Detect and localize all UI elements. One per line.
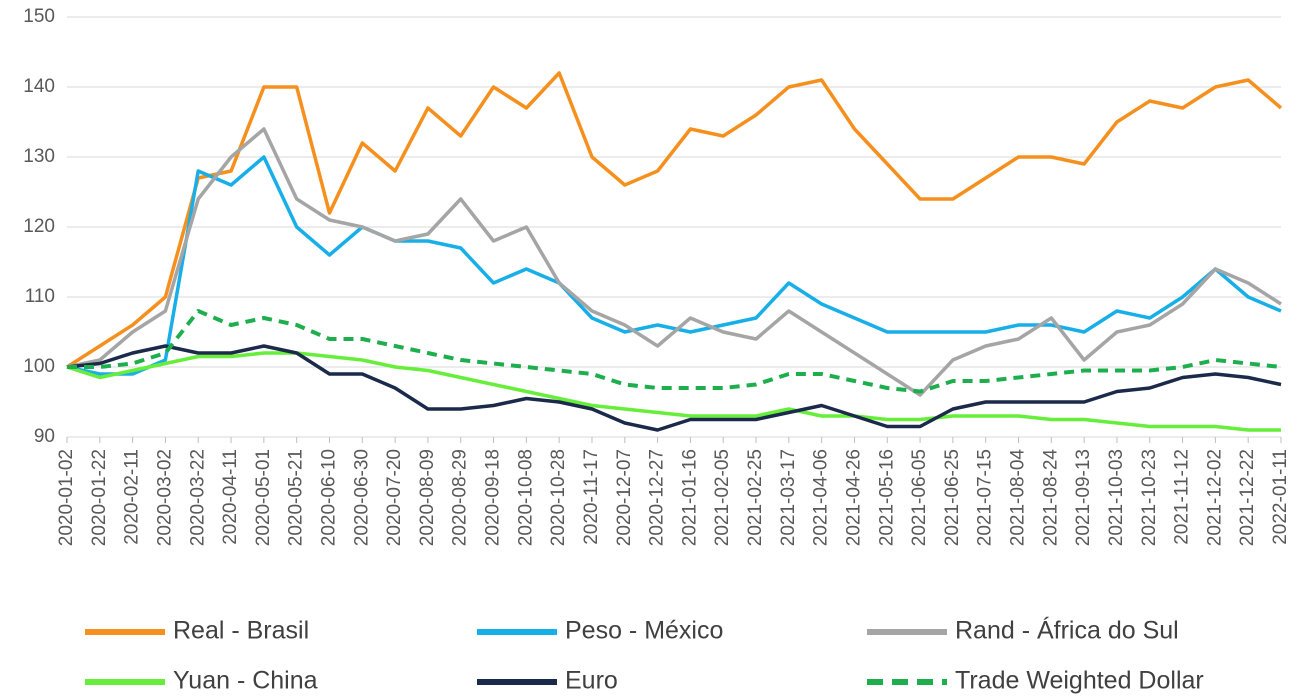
legend-label: Euro (565, 667, 618, 695)
x-tick-label: 2021-10-23 (1139, 449, 1160, 546)
x-tick-label: 2020-05-21 (286, 449, 307, 546)
line-series (67, 309, 1282, 394)
x-tick-label: 2020-02-11 (122, 449, 143, 545)
x-tick-label: 2020-06-30 (351, 449, 372, 546)
x-tick-label: 2021-08-04 (1008, 449, 1029, 547)
y-tick-label: 120 (23, 216, 55, 237)
x-tick-label: 2020-01-02 (56, 449, 77, 546)
y-tick-label: 110 (25, 286, 55, 307)
x-tick-label: 2020-06-10 (319, 449, 340, 546)
x-tick-label: 2020-12-07 (614, 449, 635, 546)
x-tick-label: 2021-03-17 (778, 449, 799, 546)
x-tick-label: 2020-03-22 (187, 449, 208, 546)
x-tick-label: 2021-01-16 (679, 449, 700, 546)
x-tick-label: 2021-09-13 (1073, 449, 1094, 546)
x-tick-label: 2021-11-12 (1172, 449, 1193, 545)
x-tick-label: 2020-08-09 (417, 449, 438, 546)
legend-label: Rand - África do Sul (955, 616, 1179, 645)
line-series (66, 71, 1283, 369)
y-tick-label: 130 (23, 146, 55, 167)
x-tick-label: 2020-10-08 (515, 449, 536, 546)
x-tick-label: 2020-08-29 (450, 449, 471, 546)
x-tick-label: 2020-03-02 (154, 449, 175, 546)
y-tick-label: 100 (23, 356, 55, 377)
line-series (66, 351, 1281, 432)
y-tick-label: 150 (23, 6, 55, 27)
x-tick-label: 2021-12-22 (1237, 449, 1258, 546)
x-tick-label: 2020-10-28 (548, 449, 569, 546)
x-tick-label: 2021-02-25 (745, 449, 766, 546)
x-tick-label: 2020-04-11 (220, 449, 241, 545)
x-tick-label: 2021-06-05 (909, 449, 930, 546)
x-tick-label: 2021-05-16 (876, 449, 897, 546)
x-tick-label: 2021-10-03 (1106, 449, 1127, 546)
x-tick-label: 2021-06-25 (942, 449, 963, 546)
x-tick-label: 2020-11-17 (581, 449, 602, 545)
x-tick-label: 2021-07-15 (975, 449, 996, 546)
legend-label: Peso - México (565, 617, 723, 645)
x-tick-label: 2021-04-06 (811, 449, 832, 546)
x-tick-label: 2020-09-18 (483, 449, 504, 546)
x-tick-label: 2021-12-02 (1204, 449, 1225, 546)
x-tick-label: 2021-04-26 (843, 449, 864, 546)
line-series (66, 155, 1282, 376)
legend-label: Real - Brasil (173, 617, 309, 645)
x-tick-label: 2021-08-24 (1040, 449, 1061, 547)
x-tick-label: 2020-05-01 (253, 449, 274, 546)
x-tick-label: 2020-07-20 (384, 449, 405, 546)
x-tick-label: 2020-12-27 (647, 449, 668, 546)
line-series (66, 344, 1282, 432)
x-tick-label: 2021-02-05 (712, 449, 733, 546)
line-series (66, 127, 1282, 397)
y-tick-label: 90 (34, 426, 55, 447)
y-tick-label: 140 (23, 76, 55, 97)
legend-label: Yuan - China (173, 667, 318, 695)
x-tick-label: 2022-01-11 (1270, 449, 1291, 545)
legend-label: Trade Weighted Dollar (955, 667, 1204, 695)
x-tick-label: 2020-01-22 (89, 449, 110, 546)
